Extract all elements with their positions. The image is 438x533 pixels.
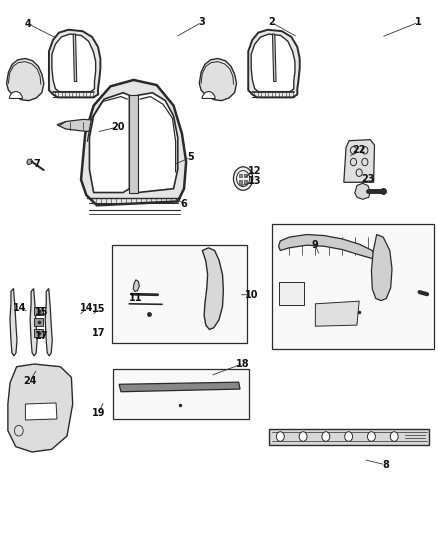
Polygon shape	[8, 364, 73, 452]
Text: 18: 18	[236, 359, 250, 368]
Text: 15: 15	[92, 304, 105, 314]
Text: 2: 2	[268, 18, 275, 27]
Polygon shape	[269, 429, 429, 445]
Text: 5: 5	[187, 152, 194, 162]
Polygon shape	[73, 34, 77, 82]
Polygon shape	[10, 288, 17, 356]
Text: 14: 14	[80, 303, 93, 313]
Text: 23: 23	[361, 174, 374, 183]
Bar	[244, 174, 247, 177]
Text: 13: 13	[248, 176, 261, 186]
Text: 3: 3	[198, 18, 205, 27]
Text: 1: 1	[415, 18, 422, 27]
Polygon shape	[251, 34, 295, 92]
Text: 17: 17	[92, 328, 105, 338]
Text: 15: 15	[35, 307, 48, 317]
Polygon shape	[52, 34, 95, 92]
Text: 9: 9	[312, 240, 319, 250]
Text: 10: 10	[245, 290, 258, 300]
Text: 20: 20	[112, 122, 125, 132]
Polygon shape	[133, 280, 139, 292]
Bar	[244, 180, 247, 184]
Polygon shape	[371, 235, 392, 301]
Bar	[113, 369, 249, 419]
Text: 14: 14	[13, 303, 26, 313]
Polygon shape	[272, 34, 276, 82]
Bar	[112, 245, 247, 343]
Bar	[272, 224, 434, 349]
Polygon shape	[202, 92, 215, 99]
Bar	[239, 180, 242, 184]
Polygon shape	[27, 159, 32, 165]
Circle shape	[276, 432, 284, 441]
Circle shape	[322, 432, 330, 441]
Text: 22: 22	[353, 146, 366, 155]
Polygon shape	[30, 288, 37, 356]
Circle shape	[233, 167, 253, 190]
Polygon shape	[199, 59, 237, 101]
Polygon shape	[344, 140, 374, 182]
Text: 11: 11	[129, 294, 142, 303]
Text: 7: 7	[34, 159, 41, 169]
Polygon shape	[81, 80, 186, 205]
Text: 19: 19	[92, 408, 105, 418]
Polygon shape	[119, 382, 240, 392]
Polygon shape	[34, 318, 43, 326]
Polygon shape	[49, 30, 100, 98]
Polygon shape	[279, 235, 374, 259]
Circle shape	[390, 432, 398, 441]
Polygon shape	[315, 301, 359, 326]
Bar	[279, 282, 304, 305]
Polygon shape	[9, 92, 22, 99]
Text: 24: 24	[23, 376, 36, 386]
Text: 12: 12	[248, 166, 261, 175]
Text: 17: 17	[35, 331, 48, 341]
Polygon shape	[202, 248, 223, 329]
Text: 4: 4	[25, 19, 32, 29]
Bar	[239, 174, 242, 177]
Polygon shape	[34, 329, 43, 337]
Polygon shape	[25, 403, 57, 420]
Circle shape	[367, 432, 375, 441]
Polygon shape	[34, 307, 43, 316]
Circle shape	[299, 432, 307, 441]
Text: 8: 8	[382, 460, 389, 470]
Polygon shape	[45, 288, 52, 356]
Polygon shape	[89, 93, 129, 192]
Circle shape	[345, 432, 353, 441]
Polygon shape	[138, 93, 178, 192]
Polygon shape	[129, 95, 138, 192]
Polygon shape	[7, 59, 44, 101]
Polygon shape	[355, 183, 370, 199]
Text: 6: 6	[180, 199, 187, 208]
Polygon shape	[57, 119, 118, 132]
Polygon shape	[248, 30, 300, 98]
